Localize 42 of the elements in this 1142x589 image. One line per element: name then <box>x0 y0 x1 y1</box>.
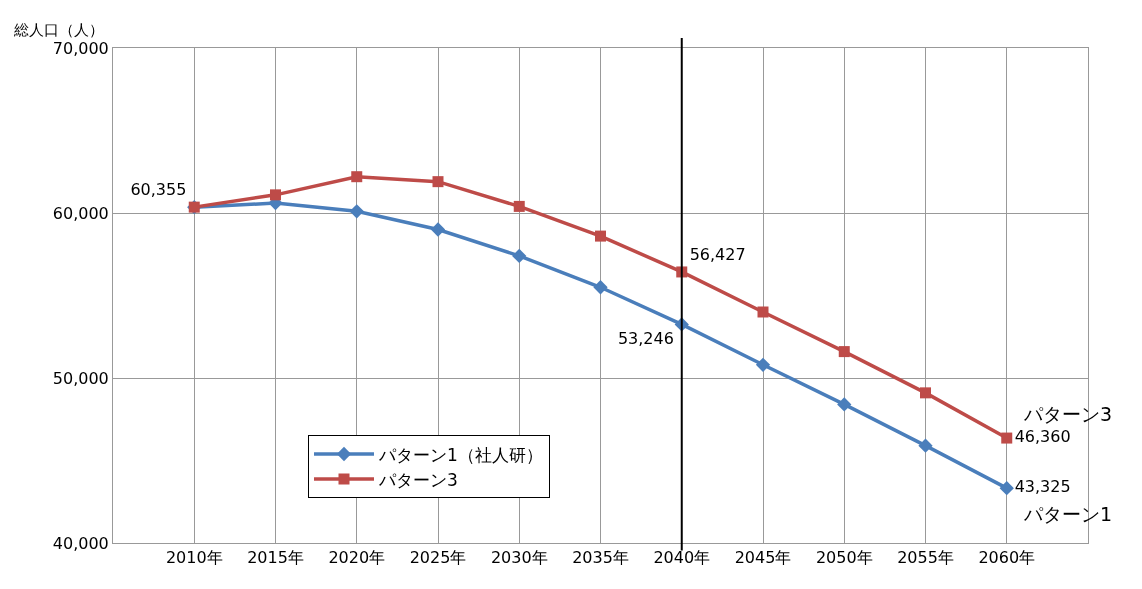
x-tick-label: 2055年 <box>897 548 954 568</box>
data-label: 60,355 <box>130 180 187 200</box>
point <box>757 306 769 318</box>
point <box>512 248 527 264</box>
annotation: パターン1 <box>1023 503 1113 525</box>
y-tick-label: 70,000 <box>52 38 109 58</box>
data-label: 53,246 <box>617 329 674 349</box>
x-tick-label: 2045年 <box>734 548 792 568</box>
legend-label: パターン3 <box>378 469 458 490</box>
point <box>270 189 281 201</box>
point <box>999 480 1014 496</box>
y-tick-label: 60,000 <box>52 203 109 223</box>
x-tick-label: 2030年 <box>490 548 548 568</box>
point <box>432 176 444 188</box>
y-tick-label: 40,000 <box>52 533 109 553</box>
data-label: 43,325 <box>1014 477 1071 497</box>
x-tick-label: 2015年 <box>247 548 304 568</box>
x-tick-label: 2020年 <box>328 548 386 568</box>
x-tick-label: 2035年 <box>572 548 629 568</box>
point <box>920 387 931 399</box>
point <box>755 357 771 372</box>
x-tick-label: 2060年 <box>978 548 1036 568</box>
y-tick-label: 50,000 <box>52 368 109 388</box>
point <box>1001 432 1013 444</box>
point <box>595 230 606 242</box>
point <box>349 204 364 219</box>
legend-label: パターン1（社人研） <box>378 444 543 465</box>
x-tick-label: 2010年 <box>165 548 223 568</box>
point <box>430 222 446 237</box>
data-label: 56,427 <box>689 245 746 265</box>
x-tick-label: 2040年 <box>653 548 711 568</box>
point <box>513 200 525 212</box>
x-tick-label: 2050年 <box>815 548 873 568</box>
point <box>918 438 933 453</box>
point <box>593 280 608 295</box>
x-tick-label: 2025年 <box>409 548 467 568</box>
point <box>838 346 850 358</box>
point <box>837 397 852 412</box>
annotation: パターン3 <box>1023 403 1113 425</box>
data-label: 46,360 <box>1014 427 1071 447</box>
y-axis-title: 総人口（人） <box>13 21 104 39</box>
point <box>351 171 363 183</box>
